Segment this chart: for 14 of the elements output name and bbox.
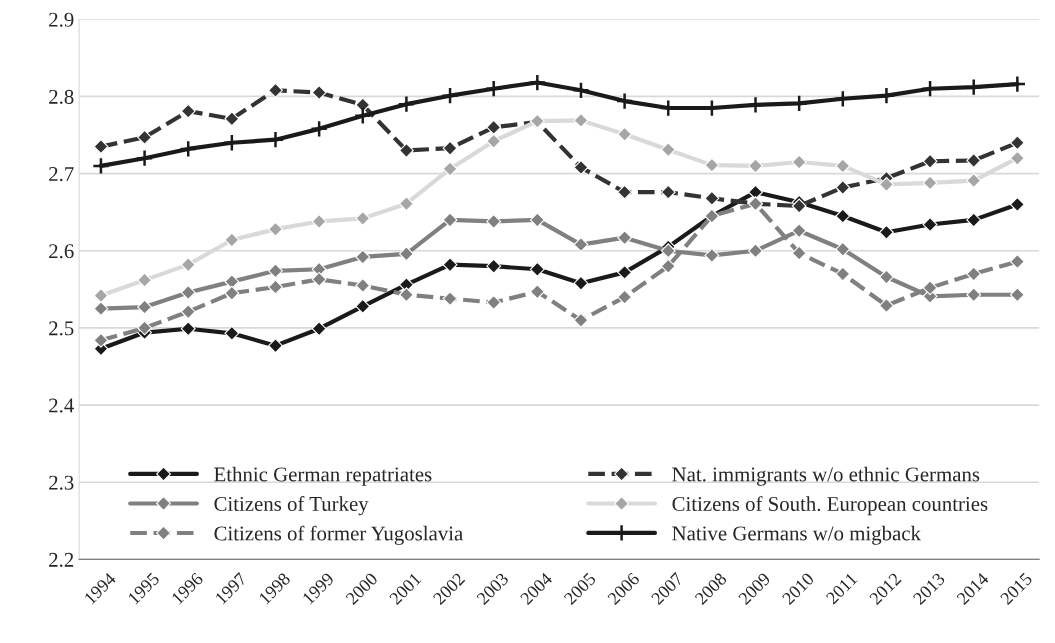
legend-label: Citizens of South. European countries xyxy=(672,496,988,516)
y-tick-label: 2.4 xyxy=(49,398,74,413)
y-tick-label: 2.2 xyxy=(49,552,74,567)
legend-label: Nat. immigrants w/o ethnic Germans xyxy=(672,466,980,486)
legend-label: Citizens of Turkey xyxy=(214,496,369,516)
y-tick-label: 2.3 xyxy=(49,475,74,490)
y-tick-label: 2.8 xyxy=(49,89,74,104)
y-tick-label: 2.5 xyxy=(49,321,74,336)
legend-label: Ethnic German repatriates xyxy=(214,466,432,486)
y-tick-label: 2.6 xyxy=(49,244,74,259)
y-tick-label: 2.9 xyxy=(49,12,74,27)
legend-label: Citizens of former Yugoslavia xyxy=(214,525,463,545)
legend-label: Native Germans w/o migback xyxy=(672,525,921,545)
y-tick-label: 2.7 xyxy=(49,167,74,182)
